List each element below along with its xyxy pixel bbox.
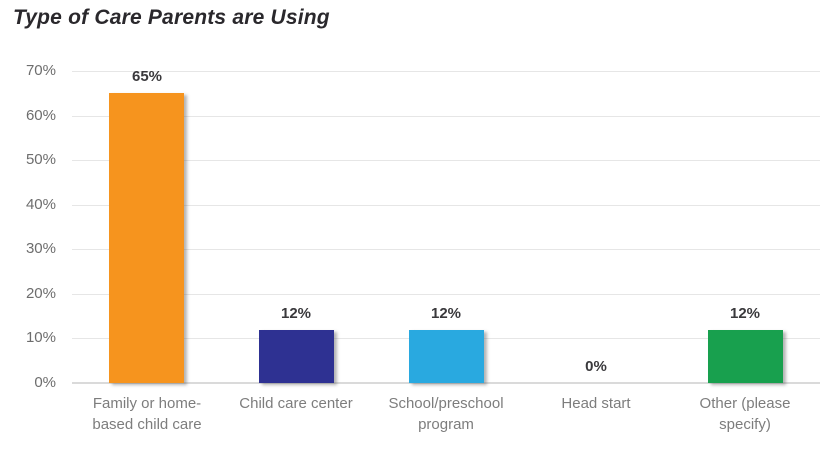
gridline bbox=[72, 294, 820, 295]
bar-value-label: 65% bbox=[131, 68, 163, 85]
gridline bbox=[72, 249, 820, 250]
bar bbox=[109, 93, 184, 383]
bar bbox=[409, 330, 484, 383]
bar bbox=[708, 330, 783, 383]
chart-title: Type of Care Parents are Using bbox=[13, 6, 330, 29]
bar-value-label: 0% bbox=[585, 358, 607, 375]
x-axis-category-label: Child care center bbox=[239, 395, 353, 412]
y-axis-tick-label: 70% bbox=[25, 62, 56, 79]
y-axis-tick-label: 60% bbox=[25, 107, 56, 124]
gridline bbox=[72, 71, 820, 72]
x-axis-category-label: Family or home- based child care bbox=[92, 395, 202, 433]
y-axis-tick-label: 40% bbox=[25, 196, 56, 213]
y-axis-tick-label: 20% bbox=[25, 285, 56, 302]
gridline bbox=[72, 160, 820, 161]
gridline bbox=[72, 205, 820, 206]
bar-value-label: 12% bbox=[729, 305, 761, 322]
bar bbox=[259, 330, 334, 383]
x-axis-category-label: Other (please specify) bbox=[699, 395, 791, 433]
x-axis-category-label: Head start bbox=[561, 395, 631, 412]
bar-value-label: 12% bbox=[280, 305, 312, 322]
plot-area bbox=[72, 71, 820, 384]
y-axis-tick-label: 50% bbox=[25, 151, 56, 168]
y-axis-tick-label: 30% bbox=[25, 240, 56, 257]
y-axis-tick-label: 10% bbox=[25, 329, 56, 346]
x-axis-category-label: School/preschool program bbox=[388, 395, 504, 433]
gridline bbox=[72, 382, 820, 384]
bar-value-label: 12% bbox=[430, 305, 462, 322]
gridline bbox=[72, 116, 820, 117]
y-axis-tick-label: 0% bbox=[34, 374, 56, 391]
